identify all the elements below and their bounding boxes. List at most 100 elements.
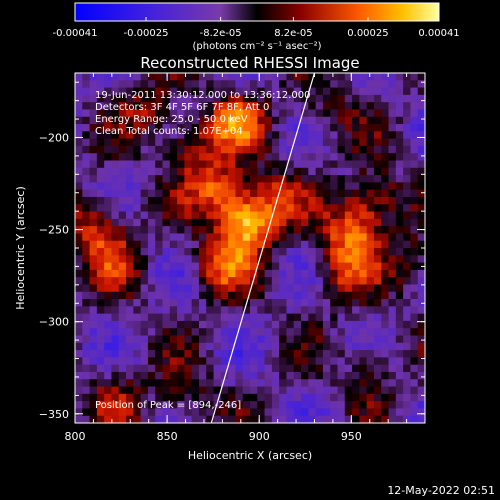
- heatmap-cell: [381, 124, 389, 132]
- heatmap-cell: [133, 386, 142, 395]
- heatmap-cell: [82, 211, 90, 220]
- heatmap-cell: [250, 109, 258, 118]
- heatmap-cell: [191, 160, 200, 169]
- heatmap-cell: [257, 138, 265, 147]
- heatmap-cell: [417, 94, 425, 103]
- heatmap-cell: [330, 364, 338, 373]
- heatmap-cell: [286, 291, 295, 300]
- heatmap-cell: [111, 313, 120, 322]
- heatmap-cell: [133, 277, 142, 285]
- heatmap-cell: [155, 73, 163, 81]
- heatmap-cell: [155, 284, 163, 293]
- heatmap-cell: [250, 233, 258, 242]
- heatmap-cell: [104, 364, 112, 373]
- heatmap-cell: [286, 226, 295, 234]
- heatmap-cell: [257, 131, 265, 140]
- heatmap-cell: [322, 299, 331, 307]
- heatmap-cell: [395, 73, 404, 81]
- heatmap-cell: [330, 94, 338, 103]
- heatmap-cell: [184, 73, 193, 81]
- heatmap-cell: [155, 335, 163, 344]
- heatmap-cell: [220, 240, 229, 249]
- heatmap-cell: [235, 371, 244, 380]
- heatmap-cell: [118, 415, 127, 423]
- heatmap-cell: [373, 240, 382, 249]
- heatmap-cell: [89, 189, 98, 198]
- heatmap-cell: [279, 182, 287, 191]
- heatmap-cell: [96, 94, 105, 103]
- heatmap-cell: [330, 189, 338, 198]
- heatmap-cell: [257, 284, 265, 293]
- heatmap-cell: [213, 284, 222, 293]
- heatmap-cell: [417, 116, 425, 125]
- heatmap-cell: [96, 371, 105, 380]
- heatmap-cell: [322, 80, 331, 88]
- heatmap-cell: [242, 189, 251, 198]
- heatmap-cell: [213, 160, 222, 169]
- heatmap-cell: [293, 364, 302, 373]
- heatmap-cell: [198, 196, 207, 205]
- heatmap-cell: [242, 248, 251, 256]
- heatmap-cell: [417, 80, 425, 88]
- heatmap-cell: [344, 102, 353, 110]
- heatmap-cell: [293, 415, 302, 423]
- heatmap-cell: [373, 73, 382, 81]
- heatmap-cell: [198, 116, 207, 125]
- heatmap-cell: [206, 371, 214, 380]
- heatmap-cell: [177, 255, 185, 263]
- heatmap-cell: [133, 153, 142, 161]
- heatmap-cell: [242, 131, 251, 140]
- heatmap-cell: [118, 401, 127, 409]
- heatmap-cell: [395, 196, 404, 205]
- heatmap-cell: [250, 386, 258, 395]
- heatmap-cell: [388, 233, 397, 242]
- heatmap-cell: [169, 379, 178, 387]
- heatmap-cell: [330, 218, 338, 227]
- heatmap-cell: [337, 320, 346, 329]
- heatmap-cell: [155, 328, 163, 336]
- heatmap-cell: [82, 255, 90, 263]
- heatmap-cell: [344, 277, 353, 285]
- heatmap-cell: [301, 240, 309, 249]
- heatmap-cell: [381, 342, 389, 351]
- heatmap-cell: [322, 255, 331, 263]
- heatmap-cell: [133, 87, 142, 96]
- heatmap-cell: [228, 262, 236, 271]
- heatmap-cell: [198, 255, 207, 263]
- heatmap-cell: [308, 342, 317, 351]
- heatmap-cell: [301, 386, 309, 395]
- heatmap-cell: [82, 415, 90, 423]
- heatmap-cell: [111, 182, 120, 191]
- heatmap-cell: [177, 291, 185, 300]
- heatmap-cell: [104, 116, 112, 125]
- heatmap-cell: [228, 153, 236, 161]
- heatmap-cell: [89, 87, 98, 96]
- heatmap-cell: [279, 204, 287, 212]
- heatmap-cell: [82, 299, 90, 307]
- heatmap-cell: [337, 299, 346, 307]
- heatmap-cell: [228, 415, 236, 423]
- heatmap-cell: [417, 371, 425, 380]
- heatmap-cell: [330, 393, 338, 402]
- heatmap-cell: [271, 262, 280, 271]
- heatmap-cell: [373, 320, 382, 329]
- heatmap-cell: [89, 277, 98, 285]
- heatmap-cell: [359, 320, 368, 329]
- heatmap-cell: [373, 196, 382, 205]
- heatmap-cell: [96, 350, 105, 358]
- heatmap-cell: [286, 335, 295, 344]
- heatmap-cell: [344, 393, 353, 402]
- heatmap-cell: [104, 218, 112, 227]
- heatmap-cell: [293, 189, 302, 198]
- heatmap-cell: [198, 371, 207, 380]
- heatmap-cell: [257, 401, 265, 409]
- heatmap-cell: [417, 124, 425, 132]
- heatmap-cell: [140, 328, 149, 336]
- heatmap-cell: [344, 189, 353, 198]
- heatmap-cell: [388, 248, 397, 256]
- heatmap-cell: [155, 269, 163, 278]
- heatmap-cell: [322, 328, 331, 336]
- heatmap-cell: [177, 262, 185, 271]
- heatmap-cell: [366, 364, 375, 373]
- heatmap-cell: [366, 109, 375, 118]
